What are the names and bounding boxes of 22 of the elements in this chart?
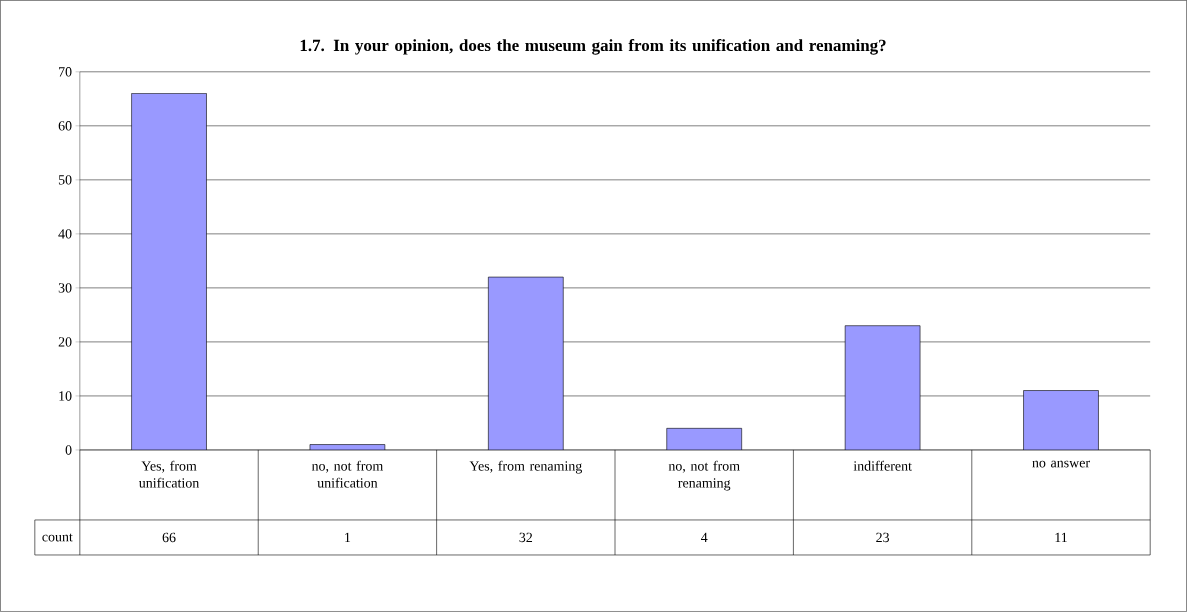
y-tick-label: 60 [58,121,72,131]
chart-title: 1.7. In your opinion, does the museum gain from its unification and renaming? [300,39,886,55]
data-label: 66 [162,532,176,543]
data-label: 23 [876,532,890,543]
data-label: 4 [700,532,708,543]
data-label: 11 [1055,532,1067,543]
y-tick-label: 40 [58,229,72,239]
x-tick-label: no, not from unification [311,460,384,488]
y-tick-label: 10 [59,391,72,401]
x-tick-label: no, not from renaming [668,460,740,491]
x-tick-label: indifferent [853,460,912,471]
x-tick-label: Yes, from unification [138,460,200,488]
y-tick-label: 0 [65,445,72,455]
data-label: 32 [519,532,533,543]
x-tick-label: Yes, from renaming [469,460,582,474]
data-label: 1 [345,532,351,543]
y-tick-label: 70 [59,67,72,77]
y-tick-label: 20 [58,337,72,347]
x-tick-label: no answer [1032,460,1090,468]
text: count [42,533,73,542]
y-tick-label: 50 [58,175,72,185]
y-tick-label: 30 [58,283,72,293]
